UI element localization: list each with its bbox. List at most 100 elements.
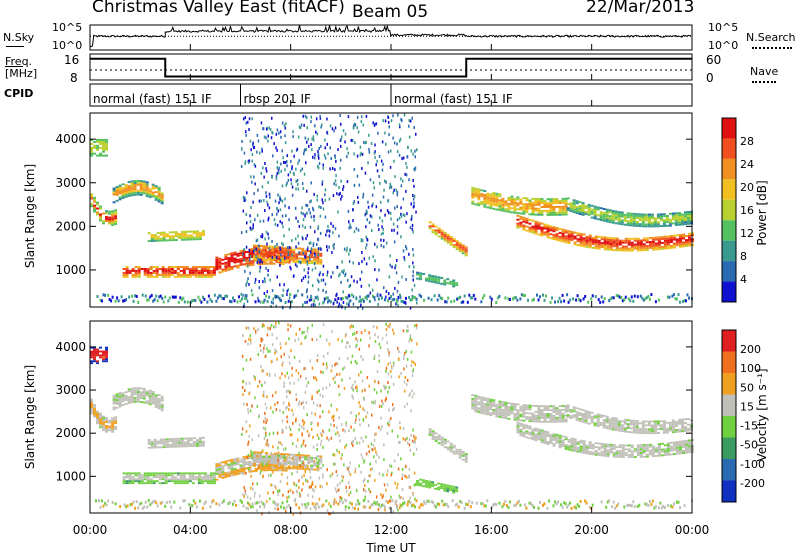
data-cell	[133, 185, 137, 188]
data-cell	[93, 348, 96, 351]
data-cell	[108, 429, 112, 432]
data-cell	[149, 275, 153, 278]
data-cell	[296, 147, 299, 151]
data-cell	[259, 465, 263, 468]
data-cell	[581, 206, 585, 209]
data-cell	[477, 198, 481, 201]
data-cell	[657, 447, 661, 449]
data-cell	[121, 398, 125, 401]
data-cell	[261, 147, 263, 151]
data-cell	[313, 218, 315, 222]
data-cell	[269, 467, 273, 470]
data-cell	[133, 183, 137, 186]
data-cell	[597, 235, 601, 238]
data-cell	[641, 426, 645, 429]
data-cell	[687, 429, 690, 432]
data-cell	[319, 260, 323, 263]
data-cell	[253, 464, 256, 467]
data-cell	[597, 243, 601, 246]
data-cell	[267, 218, 269, 222]
data-cell	[154, 400, 158, 403]
data-cell	[633, 239, 637, 242]
data-cell	[284, 458, 286, 462]
data-cell	[152, 482, 156, 485]
data-cell	[170, 480, 174, 483]
data-cell	[651, 238, 655, 241]
data-cell	[656, 420, 660, 423]
data-cell	[594, 243, 598, 246]
data-cell	[602, 219, 606, 222]
data-cell	[636, 444, 640, 447]
data-cell	[203, 472, 207, 475]
data-cell	[671, 419, 675, 422]
data-cell	[385, 369, 387, 373]
data-cell	[102, 146, 105, 149]
data-cell	[310, 262, 314, 265]
data-cell	[650, 432, 654, 435]
data-cell	[283, 234, 285, 238]
data-cell	[600, 246, 604, 248]
data-cell	[251, 117, 253, 121]
data-cell	[528, 205, 532, 208]
data-cell	[578, 211, 582, 213]
data-cell	[298, 253, 302, 256]
data-cell	[581, 204, 585, 207]
cpid-label: CPID	[4, 87, 34, 100]
data-cell	[301, 462, 305, 464]
data-cell	[180, 234, 184, 237]
data-cell	[599, 424, 603, 426]
data-cell	[290, 159, 292, 163]
data-cell	[579, 441, 583, 444]
data-cell	[657, 248, 661, 251]
data-cell	[285, 122, 287, 126]
data-cell	[323, 300, 325, 304]
data-cell	[321, 182, 323, 186]
data-cell	[443, 487, 447, 490]
data-cell	[428, 274, 432, 277]
data-cell	[382, 119, 384, 123]
data-cell	[316, 465, 320, 467]
data-cell	[455, 452, 459, 455]
data-cell	[543, 225, 547, 228]
data-cell	[639, 245, 643, 248]
data-cell	[522, 224, 526, 227]
data-cell	[522, 226, 526, 229]
data-cell	[159, 440, 163, 443]
data-cell	[608, 211, 612, 214]
data-cell	[167, 474, 171, 477]
data-cell	[566, 414, 570, 417]
data-cell	[537, 225, 541, 228]
data-cell	[314, 230, 316, 234]
data-cell	[537, 434, 541, 437]
data-cell	[588, 236, 592, 239]
power-data	[90, 113, 694, 310]
data-cell	[528, 222, 532, 225]
data-cell	[176, 472, 180, 475]
data-cell	[452, 444, 456, 447]
data-cell	[626, 222, 630, 225]
data-cell	[318, 436, 320, 440]
data-cell	[687, 213, 690, 215]
data-cell	[268, 192, 271, 196]
data-cell	[674, 220, 678, 223]
data-cell	[495, 196, 499, 199]
data-cell	[501, 401, 505, 404]
data-cell	[579, 238, 583, 241]
data-cell	[582, 239, 586, 242]
data-cell	[510, 211, 514, 214]
data-cell	[380, 232, 383, 236]
data-cell	[575, 419, 579, 421]
data-cell	[434, 277, 438, 280]
data-cell	[382, 227, 384, 231]
data-cell	[216, 296, 219, 300]
data-cell	[158, 268, 162, 270]
data-cell	[327, 229, 329, 232]
data-cell	[248, 461, 252, 463]
data-cell	[298, 359, 301, 363]
data-cell	[657, 298, 660, 302]
data-cell	[381, 219, 384, 223]
data-cell	[561, 445, 565, 448]
data-cell	[638, 428, 642, 430]
data-cell	[250, 206, 252, 209]
data-cell	[666, 446, 670, 448]
